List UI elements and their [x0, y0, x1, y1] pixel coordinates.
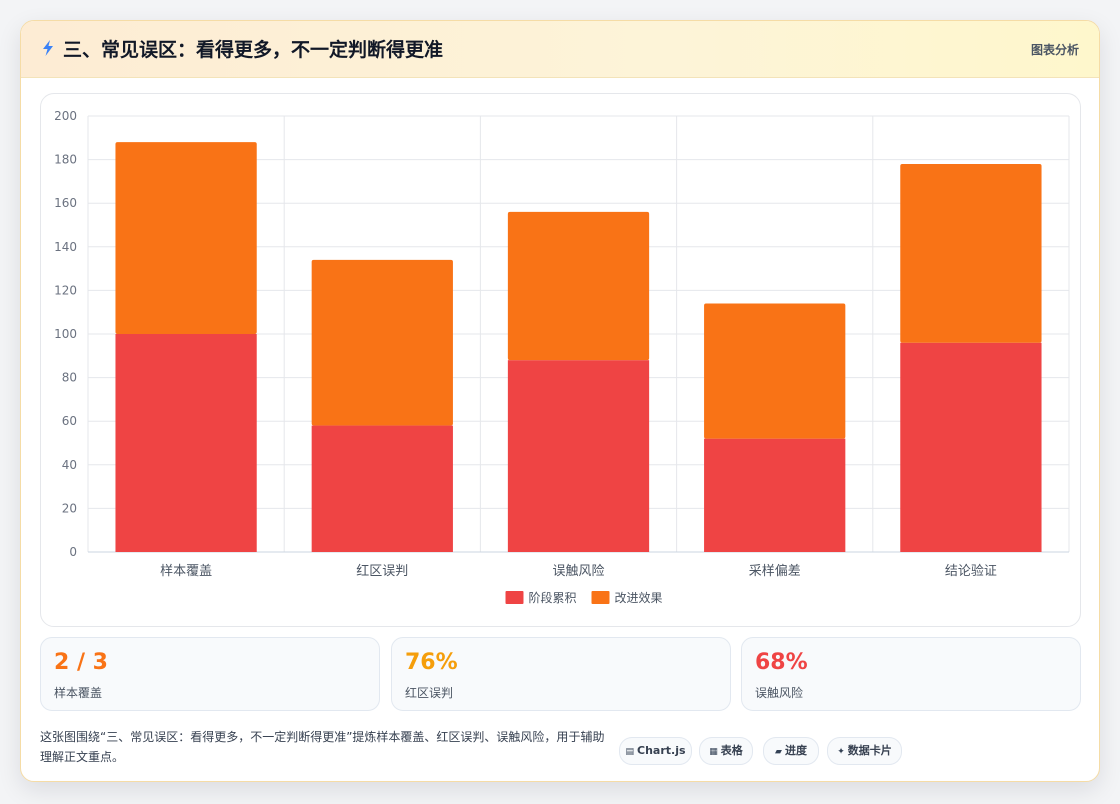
legend-label: 改进效果	[615, 590, 663, 605]
y-tick-label: 200	[54, 109, 77, 123]
table-icon: ▦	[709, 747, 718, 757]
y-tick-label: 60	[62, 414, 77, 428]
chart-description: 这张图围绕“三、常见误区：看得更多，不一定判断得更准”提炼样本覆盖、红区误判、误…	[40, 730, 605, 764]
chart-card: 三、常见误区：看得更多，不一定判断得更准 图表分析 0 20 40 60 80 100 12…	[20, 20, 1100, 782]
y-tick-label: 140	[54, 240, 77, 254]
stat-label: 样本覆盖	[54, 686, 103, 700]
pill-progress[interactable]: ▰ 进度	[763, 737, 819, 765]
chart-container: 0 20 40 60 80 100 120 140 160 180 200 样本覆盖 红区误判 误触风险 采…	[40, 93, 1081, 627]
y-tick-label: 160	[54, 196, 77, 210]
pill-label: 数据卡片	[847, 744, 892, 757]
stacked-bar-chart: 0 20 40 60 80 100 120 140 160 180 200 样本覆盖 红区误判 误触风险 采…	[54, 109, 1070, 605]
y-tick-label: 100	[54, 327, 77, 341]
stat-card-1: 2 / 3 样本覆盖	[40, 637, 380, 711]
page-title: 三、常见误区：看得更多，不一定判断得更准	[63, 39, 444, 61]
y-tick-label: 180	[54, 153, 77, 167]
pill-label: 进度	[784, 744, 807, 757]
bar-segment	[900, 163, 1042, 343]
bar-segment	[507, 211, 650, 361]
bar-segment	[507, 360, 650, 552]
pill-label: 表格	[720, 744, 743, 757]
pill-chartjs[interactable]: ▤ Chart.js	[619, 737, 692, 765]
x-tick-label: 误触风险	[552, 564, 604, 579]
y-tick-label: 80	[62, 371, 77, 385]
y-tick-label: 0	[69, 545, 77, 559]
x-tick-label: 红区误判	[356, 563, 408, 579]
sparkle-icon: ✦	[837, 747, 845, 757]
bar-segment	[900, 342, 1042, 552]
pill-label: Chart.js	[637, 744, 686, 757]
y-tick-label: 120	[54, 283, 77, 297]
x-tick-label: 样本覆盖	[160, 564, 212, 579]
bar-segment	[704, 438, 846, 552]
y-tick-label: 20	[62, 501, 77, 515]
legend-swatch	[591, 591, 610, 604]
legend-label: 阶段累积	[529, 590, 577, 605]
pill-table[interactable]: ▦ 表格	[699, 737, 753, 765]
bar-segment	[115, 334, 257, 552]
stat-value: 68%	[755, 650, 808, 675]
bar-segment	[311, 425, 453, 552]
lightning-icon	[43, 40, 53, 56]
x-tick-label: 结论验证	[945, 563, 997, 579]
bar-segment	[704, 303, 846, 439]
progress-icon: ▰	[775, 747, 782, 757]
stat-card-3: 68% 误触风险	[741, 637, 1081, 711]
stat-value: 2 / 3	[54, 650, 108, 675]
stat-label: 误触风险	[755, 686, 804, 700]
stat-card-2: 76% 红区误判	[391, 637, 731, 711]
bar-segment	[115, 142, 257, 334]
stat-value: 76%	[405, 650, 458, 675]
chart-icon: ▤	[625, 747, 634, 757]
pill-data-card[interactable]: ✦ 数据卡片	[827, 737, 902, 765]
y-tick-label: 40	[62, 458, 77, 472]
stat-label: 红区误判	[405, 686, 454, 700]
x-tick-label: 采样偏差	[749, 564, 801, 579]
header-tag: 图表分析	[1030, 43, 1079, 57]
card-header: 三、常见误区：看得更多，不一定判断得更准 图表分析	[21, 21, 1099, 78]
bar-segment	[311, 259, 453, 426]
legend-swatch	[505, 591, 524, 604]
